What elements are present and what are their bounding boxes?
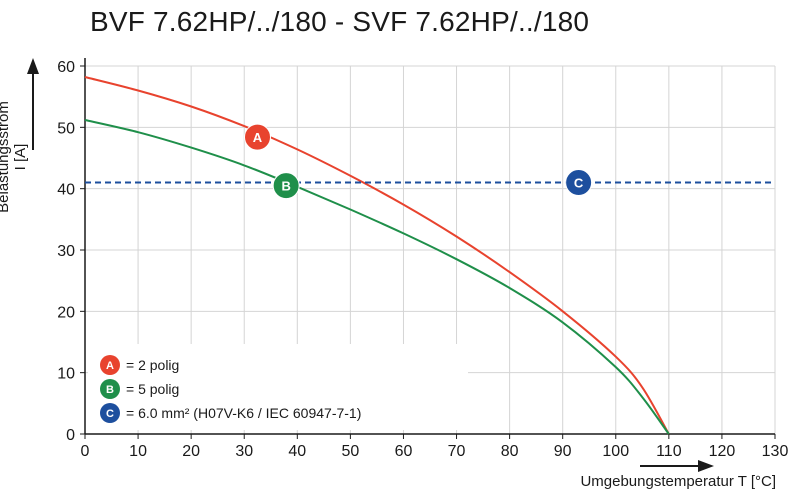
x-tick-label: 70 [448,443,466,460]
x-tick-label: 10 [129,443,147,460]
marker-b [272,172,300,200]
legend-marker-label-b: B [106,384,114,396]
marker-a [244,123,271,151]
marker-label-c: C [574,176,584,191]
legend-marker-a [100,355,120,375]
chart-title: BVF 7.62HP/../180 - SVF 7.62HP/../180 [90,6,590,37]
y-tick-label: 0 [66,427,75,444]
y-tick-label: 30 [57,243,75,260]
y-axis-arrow-head [27,58,39,74]
x-tick-label: 130 [762,443,789,460]
y-tick-label: 60 [57,59,75,76]
y-tick-label: 50 [57,120,75,137]
legend-marker-label-c: C [106,408,114,420]
legend-entry-a: = 2 polig [126,357,179,373]
series-line-b [84,119,670,435]
legend-panel [88,344,468,430]
x-tick-label: 40 [288,443,306,460]
marker-c [565,169,593,197]
legend-entry-c: = 6.0 mm² (H07V-K6 / IEC 60947-7-1) [126,405,361,421]
x-tick-label: 30 [235,443,253,460]
legend-entry-b: = 5 polig [126,381,179,397]
marker-label-b: B [281,179,290,194]
y-tick-label: 20 [57,304,75,321]
y-tick-label: 10 [57,366,75,383]
y-tick-label: 40 [57,182,75,199]
x-axis-label: Umgebungstemperatur T [°C] [580,473,776,490]
x-axis-arrow-head [698,460,714,472]
x-tick-label: 80 [501,443,519,460]
legend-marker-b [100,379,120,399]
x-tick-label: 110 [656,443,682,460]
legend-marker-label-a: A [106,360,114,372]
x-tick-label: 50 [341,443,359,460]
x-tick-label: 100 [602,443,629,460]
x-tick-label: 60 [395,443,413,460]
x-tick-label: 0 [81,443,90,460]
series-line-a [84,76,670,435]
x-tick-label: 20 [182,443,200,460]
x-tick-label: 120 [709,443,736,460]
legend-marker-c [100,403,120,423]
x-tick-label: 90 [554,443,572,460]
marker-label-a: A [253,130,263,145]
